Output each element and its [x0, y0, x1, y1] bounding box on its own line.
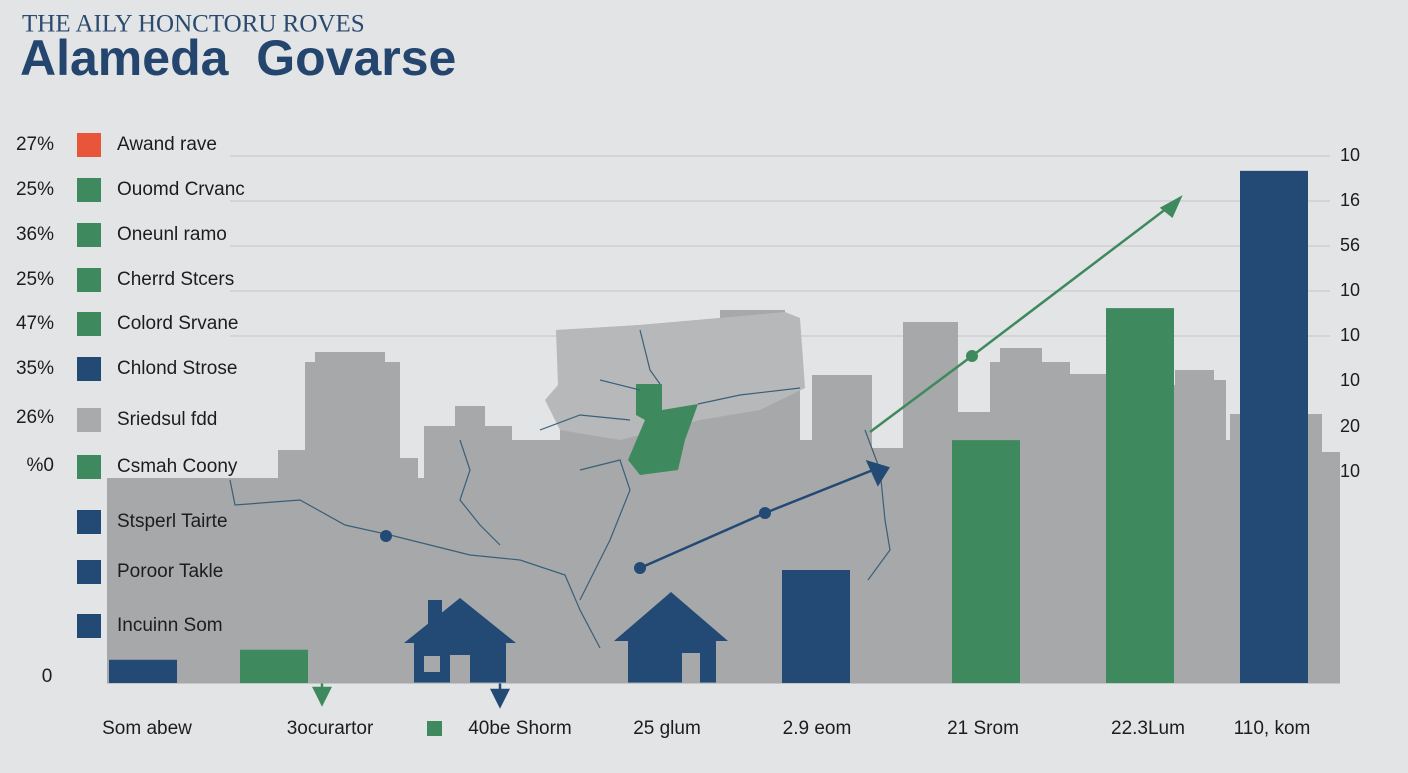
- legend-swatch: [77, 357, 101, 381]
- bar: [109, 659, 177, 683]
- right-label: 10: [1340, 461, 1360, 481]
- legend-label: Csmah Coony: [117, 456, 238, 477]
- chart-title: Alameda Govarse: [20, 30, 456, 86]
- legend-label: Oneunl ramo: [117, 224, 227, 245]
- legend-swatch: [77, 178, 101, 202]
- bar: [952, 440, 1020, 683]
- x-tick-label: 21 Srom: [947, 718, 1019, 739]
- right-label: 10: [1340, 145, 1360, 165]
- houses: [404, 592, 728, 683]
- x-tick-label: 2.9 eom: [783, 718, 852, 739]
- legend-label: Colord Srvane: [117, 313, 238, 334]
- grid: [230, 155, 1330, 337]
- chart-subtitle: THE AILY HONCTORU ROVES: [22, 11, 365, 38]
- left-label: %0: [27, 455, 54, 476]
- legend-label: Stsperl Tairte: [117, 511, 228, 532]
- map: [545, 312, 805, 440]
- left-label: 25%: [16, 269, 54, 290]
- legend-label: Incuinn Som: [117, 615, 223, 636]
- x-tick-label: 25 glum: [633, 718, 701, 739]
- left-label: 26%: [16, 407, 54, 428]
- legend-swatch: [77, 614, 101, 638]
- x-tick-label: 22.3Lum: [1111, 718, 1185, 739]
- x-tick-label: 110, kom: [1234, 718, 1311, 739]
- legend-swatch: [77, 455, 101, 479]
- x-tick-label: 40be Shorm: [468, 718, 572, 739]
- x-tick-label: 3ocurartor: [287, 718, 374, 739]
- legend-swatch: [77, 268, 101, 292]
- bar: [1106, 308, 1174, 683]
- left-label: 35%: [16, 358, 54, 379]
- right-label: 10: [1340, 280, 1360, 300]
- legend-swatch: [77, 408, 101, 432]
- x-tick-label: Som abew: [102, 718, 192, 739]
- legend-swatch: [77, 312, 101, 336]
- legend-label: Ouomd Crvanc: [117, 179, 245, 200]
- legend-label: Chlond Strose: [117, 358, 237, 379]
- legend-swatch: [77, 560, 101, 584]
- trend-lines: [311, 195, 1183, 709]
- left-label: 25%: [16, 179, 54, 200]
- map-borders: [229, 329, 891, 649]
- right-label: 56: [1340, 235, 1360, 255]
- bar: [1240, 170, 1308, 684]
- bar: [240, 649, 308, 683]
- map-region: [628, 384, 698, 475]
- right-label: 10: [1340, 370, 1360, 390]
- legend-swatch: [77, 133, 101, 157]
- right-label: 16: [1340, 190, 1360, 210]
- left-label: 47%: [16, 313, 54, 334]
- y-tick-label: 0: [42, 666, 53, 687]
- legend-label: Awand rave: [117, 134, 217, 155]
- right-label: 20: [1340, 416, 1360, 436]
- left-label: 27%: [16, 134, 54, 155]
- skyline: [107, 310, 1340, 683]
- legend-label: Poroor Takle: [117, 561, 223, 582]
- category-swatch: [427, 721, 442, 736]
- legend-swatch: [77, 510, 101, 534]
- legend-label: Sriedsul fdd: [117, 409, 217, 430]
- right-label: 10: [1340, 325, 1360, 345]
- bar: [782, 570, 850, 683]
- legend-swatch: [77, 223, 101, 247]
- left-label: 36%: [16, 224, 54, 245]
- legend-label: Cherrd Stcers: [117, 269, 234, 290]
